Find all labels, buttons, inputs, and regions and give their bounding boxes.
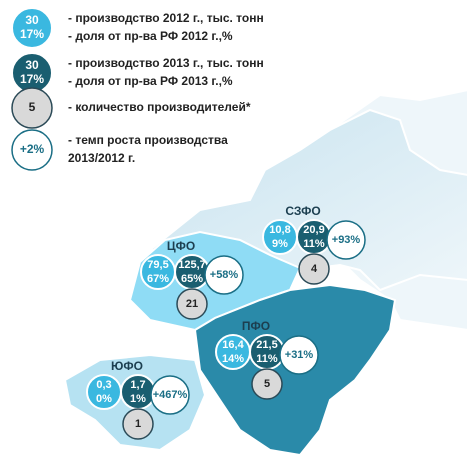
legend-label: - производство 2013 г., тыс. тонн	[68, 56, 264, 70]
bubble-text: 4	[311, 263, 318, 275]
bubble-text: +58%	[210, 269, 239, 281]
bubble-text: +31%	[285, 349, 314, 361]
bubble-text: 11%	[256, 353, 278, 365]
legend-label: 2013/2012 г.	[68, 151, 135, 165]
bubble-text: 0,3	[96, 379, 111, 391]
bubble-text: 21,5	[256, 339, 277, 351]
bubble-text: 67%	[147, 273, 169, 285]
region-name: ЦФО	[167, 239, 195, 253]
region-name: ПФО	[242, 319, 270, 333]
bubble-producers	[251, 368, 283, 400]
bubble-text: 11%	[303, 238, 325, 250]
bubble-text: 30	[25, 58, 39, 72]
bubble-growth	[150, 375, 190, 415]
legend-label: - производство 2012 г., тыс. тонн	[68, 11, 264, 25]
bubble-text: 21	[186, 298, 198, 310]
legend-label: - темп роста производства	[68, 133, 228, 147]
bubble-growth	[279, 335, 319, 375]
regions: СЗФО10,89%20,911%4+93%ЦФО79,567%125,765%…	[86, 204, 366, 440]
bubble-text: 1,7	[130, 379, 145, 391]
bubble-text: 17%	[20, 72, 44, 86]
bubble-text: +467%	[153, 389, 188, 401]
bubble-prod2012	[11, 7, 53, 49]
bubble-text: 17%	[20, 27, 44, 41]
bubble-text: 65%	[181, 273, 203, 285]
legend-label: - количество производителей*	[68, 100, 251, 114]
bubble-text: 16,4	[222, 339, 244, 351]
bubble-text: 0%	[96, 393, 112, 405]
region-name: ЮФО	[111, 359, 143, 373]
bubble-text: 5	[29, 100, 36, 114]
bubble-growth	[11, 129, 53, 171]
bubble-text: 30	[25, 13, 39, 27]
bubble-text: 20,9	[303, 224, 324, 236]
bubble-text: 125,7	[178, 259, 206, 271]
bubble-text: 79,5	[147, 259, 168, 271]
bubble-producers	[176, 288, 208, 320]
bubble-text: 10,8	[269, 224, 290, 236]
bubble-growth	[326, 220, 366, 260]
bubble-text: 1	[135, 418, 141, 430]
bubble-text: 9%	[272, 238, 288, 250]
legend-label: - доля от пр-ва РФ 2012 г.,%	[68, 29, 233, 43]
bubble-producers	[122, 408, 154, 440]
bubble-text: 14%	[222, 353, 244, 365]
legend-label: - доля от пр-ва РФ 2013 г.,%	[68, 74, 233, 88]
bubble-text: 1%	[130, 393, 146, 405]
bubble-text: +93%	[332, 234, 361, 246]
bubble-producers	[298, 253, 330, 285]
bubble-text: 5	[264, 378, 270, 390]
bubble-producers	[11, 87, 53, 129]
bubble-text: +2%	[20, 142, 45, 156]
bubble-growth	[204, 255, 244, 295]
region-name: СЗФО	[285, 204, 320, 218]
